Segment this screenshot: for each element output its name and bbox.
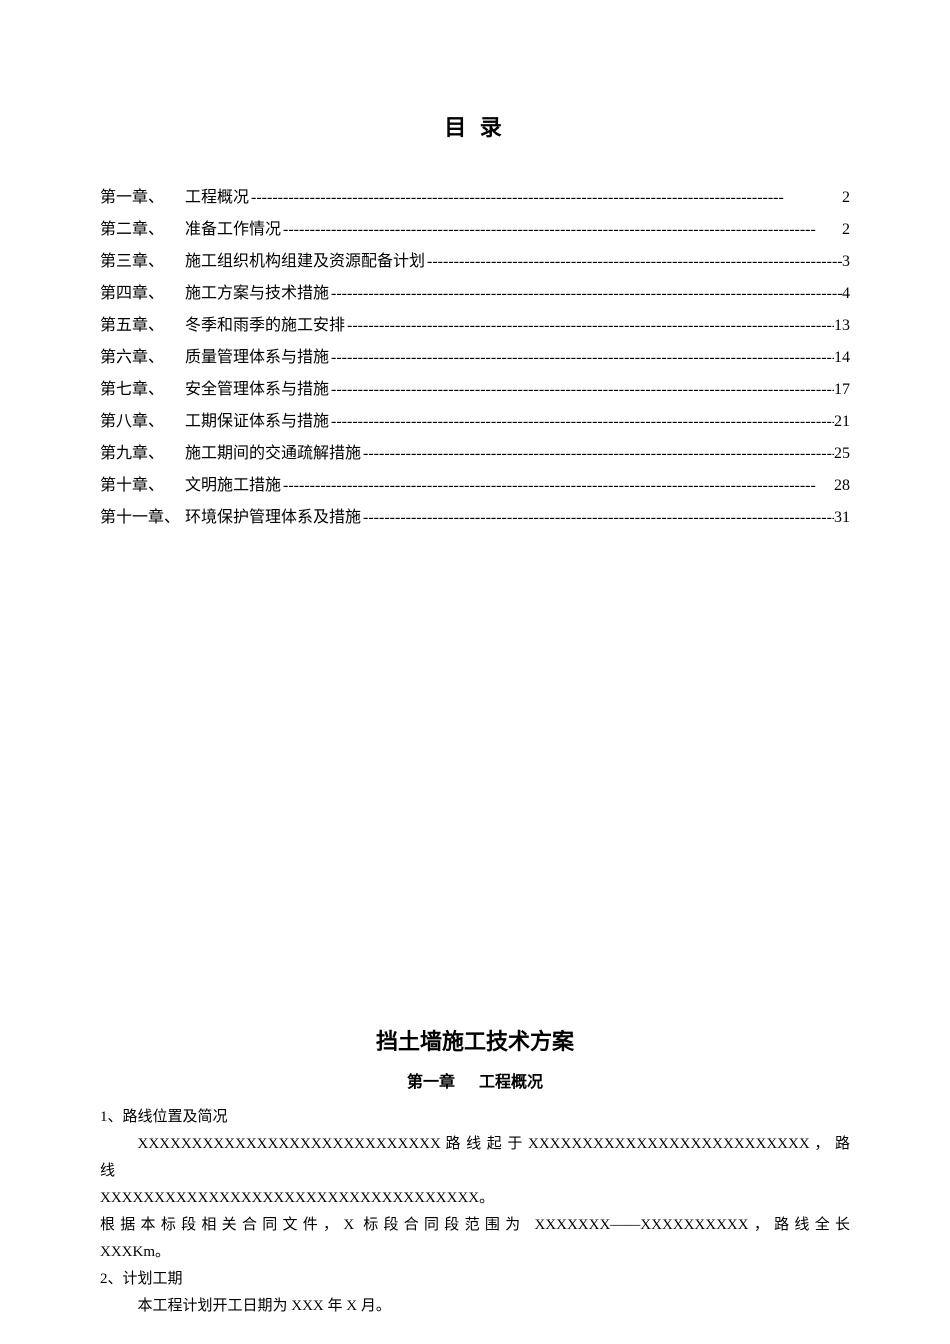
toc-page-number: 17: [834, 374, 850, 406]
toc-entry-name: 准备工作情况: [185, 214, 281, 246]
toc-leader: ----------------------------------------…: [425, 246, 842, 278]
toc-entry-name: 工程概况: [185, 182, 249, 214]
toc-list: 第一章、工程概况--------------------------------…: [100, 182, 850, 534]
toc-chapter: 第十章、: [100, 470, 185, 502]
toc-page-number: 2: [842, 214, 850, 246]
toc-item: 第八章、工期保证体系与措施---------------------------…: [100, 406, 850, 438]
toc-entry-name: 质量管理体系与措施: [185, 342, 329, 374]
toc-item: 第四章、施工方案与技术措施---------------------------…: [100, 278, 850, 310]
toc-page-number: 13: [834, 310, 850, 342]
toc-leader: ----------------------------------------…: [249, 182, 842, 214]
toc-leader: ----------------------------------------…: [329, 374, 834, 406]
toc-item: 第十章、文明施工措施------------------------------…: [100, 470, 850, 502]
toc-leader: ----------------------------------------…: [329, 278, 842, 310]
toc-leader: ----------------------------------------…: [361, 438, 834, 470]
body-paragraph: 本工程计划开工日期为 XXX 年 X 月。: [100, 1293, 850, 1320]
toc-page-number: 21: [834, 406, 850, 438]
toc-chapter: 第三章、: [100, 246, 185, 278]
toc-page-number: 2: [842, 182, 850, 214]
toc-item: 第九章、施工期间的交通疏解措施-------------------------…: [100, 438, 850, 470]
toc-chapter: 第二章、: [100, 214, 185, 246]
toc-leader: ----------------------------------------…: [281, 470, 834, 502]
body-heading: 2、计划工期: [100, 1266, 850, 1293]
body-heading: 1、路线位置及简况: [100, 1104, 850, 1131]
section-name: 工程概况: [479, 1074, 543, 1091]
toc-chapter: 第十一章、: [100, 502, 185, 534]
toc-title: 目 录: [100, 110, 850, 142]
toc-page-number: 28: [834, 470, 850, 502]
toc-leader: ----------------------------------------…: [329, 342, 834, 374]
toc-chapter: 第八章、: [100, 406, 185, 438]
body-paragraph: XXXXXXXXXXXXXXXXXXXXXXXXXXXXXXXXXXX。: [100, 1185, 850, 1212]
toc-entry-name: 工期保证体系与措施: [185, 406, 329, 438]
body-paragraph: XXXKm。: [100, 1239, 850, 1266]
toc-chapter: 第五章、: [100, 310, 185, 342]
toc-page-number: 4: [842, 278, 850, 310]
toc-item: 第六章、质量管理体系与措施---------------------------…: [100, 342, 850, 374]
toc-page-number: 25: [834, 438, 850, 470]
toc-item: 第五章、冬季和雨季的施工安排--------------------------…: [100, 310, 850, 342]
toc-leader: ----------------------------------------…: [345, 310, 834, 342]
toc-leader: ----------------------------------------…: [329, 406, 834, 438]
toc-leader: ----------------------------------------…: [281, 214, 842, 246]
toc-entry-name: 安全管理体系与措施: [185, 374, 329, 406]
toc-chapter: 第七章、: [100, 374, 185, 406]
toc-chapter: 第一章、: [100, 182, 185, 214]
toc-entry-name: 施工期间的交通疏解措施: [185, 438, 361, 470]
body-paragraph: 根据本标段相关合同文件，X 标段合同段范围为 XXXXXXX——XXXXXXXX…: [100, 1212, 850, 1239]
main-title: 挡土墙施工技术方案: [100, 1024, 850, 1056]
toc-item: 第一章、工程概况--------------------------------…: [100, 182, 850, 214]
toc-leader: ----------------------------------------…: [361, 502, 834, 534]
toc-entry-name: 冬季和雨季的施工安排: [185, 310, 345, 342]
toc-entry-name: 环境保护管理体系及措施: [185, 502, 361, 534]
toc-entry-name: 施工组织机构组建及资源配备计划: [185, 246, 425, 278]
body-text: 1、路线位置及简况XXXXXXXXXXXXXXXXXXXXXXXXXXXX 路 …: [100, 1104, 850, 1320]
toc-item: 第三章、施工组织机构组建及资源配备计划---------------------…: [100, 246, 850, 278]
toc-page-number: 31: [834, 502, 850, 534]
toc-item: 第二章、准备工作情况------------------------------…: [100, 214, 850, 246]
toc-item: 第十一章、环境保护管理体系及措施------------------------…: [100, 502, 850, 534]
body-paragraph: XXXXXXXXXXXXXXXXXXXXXXXXXXXX 路 线 起 于 XXX…: [100, 1131, 850, 1185]
toc-page-number: 3: [842, 246, 850, 278]
toc-page-number: 14: [834, 342, 850, 374]
section-chapter: 第一章: [407, 1074, 455, 1091]
section-title: 第一章 工程概况: [100, 1068, 850, 1092]
toc-chapter: 第六章、: [100, 342, 185, 374]
content-section: 挡土墙施工技术方案 第一章工程概况 1、路线位置及简况XXXXXXXXXXXXX…: [100, 1024, 850, 1320]
toc-entry-name: 文明施工措施: [185, 470, 281, 502]
toc-entry-name: 施工方案与技术措施: [185, 278, 329, 310]
toc-chapter: 第九章、: [100, 438, 185, 470]
toc-item: 第七章、安全管理体系与措施---------------------------…: [100, 374, 850, 406]
toc-chapter: 第四章、: [100, 278, 185, 310]
